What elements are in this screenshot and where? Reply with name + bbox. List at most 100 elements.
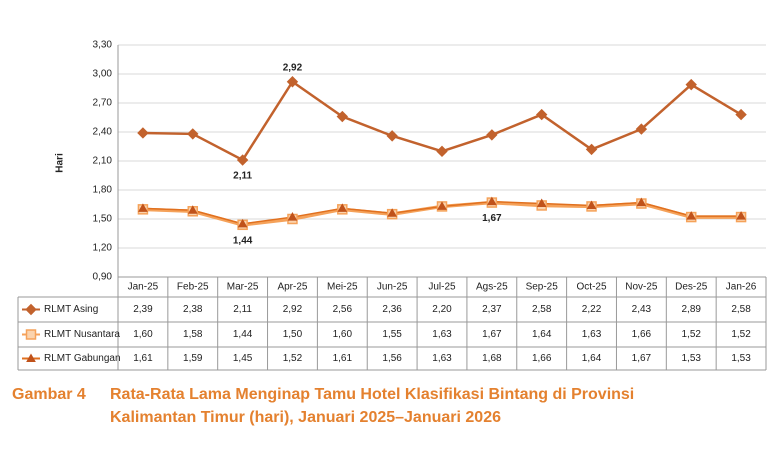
table-value: 1,64 [532, 329, 552, 340]
marker [286, 76, 299, 88]
x-tick-label: Nov-25 [625, 282, 658, 293]
table-value: 1,63 [432, 353, 452, 364]
marker [26, 353, 36, 362]
table-value: 1,52 [731, 329, 751, 340]
marker [536, 198, 547, 208]
table-value: 1,61 [133, 353, 153, 364]
x-tick-label: Jul-25 [428, 282, 456, 293]
x-tick-label: Oct-25 [577, 282, 607, 293]
marker [137, 127, 149, 139]
table-value: 2,92 [283, 304, 303, 315]
data-label: 2,92 [283, 62, 303, 73]
marker [685, 78, 697, 91]
table-value: 2,58 [532, 304, 552, 315]
marker [25, 329, 37, 340]
table-value: 2,38 [183, 304, 203, 315]
marker [336, 110, 349, 123]
table-value: 2,20 [432, 304, 452, 315]
x-tick-label: Feb-25 [177, 282, 209, 293]
data-label: 1,44 [233, 235, 253, 246]
marker [686, 211, 697, 220]
table-value: 1,66 [632, 329, 652, 340]
y-tick-label: 1,50 [93, 214, 113, 225]
marker [138, 203, 148, 212]
x-tick-label: Jun-25 [377, 282, 408, 293]
x-tick-label: Ags-25 [476, 282, 508, 293]
table-value: 2,36 [382, 304, 402, 315]
marker [236, 154, 249, 166]
table-value: 1,67 [482, 329, 502, 340]
figure-label: Gambar 4 [12, 386, 86, 403]
table-value: 1,64 [582, 353, 602, 364]
table-value: 1,63 [582, 329, 602, 340]
marker [586, 200, 597, 209]
table-value: 1,44 [233, 329, 253, 340]
marker [237, 218, 248, 228]
marker [635, 123, 648, 135]
marker [736, 211, 746, 220]
table-value: 1,53 [681, 353, 701, 364]
table-value: 1,60 [133, 329, 153, 340]
marker [535, 108, 548, 121]
marker [387, 208, 398, 217]
table-value: 2,58 [731, 304, 751, 315]
table-value: 1,66 [532, 353, 552, 364]
marker [187, 128, 199, 140]
table-value: 2,56 [333, 304, 353, 315]
marker [436, 145, 448, 158]
x-tick-label: Jan-26 [726, 282, 757, 293]
table-value: 1,68 [482, 353, 502, 364]
table-value: 1,58 [183, 329, 203, 340]
table-value: 2,43 [632, 304, 652, 315]
y-tick-label: 1,20 [93, 243, 113, 254]
table-value: 1,61 [333, 353, 353, 364]
table-value: 1,45 [233, 353, 253, 364]
y-tick-label: 1,80 [93, 185, 113, 196]
table-value: 1,53 [731, 353, 751, 364]
table-value: 1,63 [432, 329, 452, 340]
y-tick-label: 2,10 [93, 156, 113, 167]
marker [585, 143, 598, 156]
data-label: 2,11 [233, 171, 252, 182]
y-tick-label: 3,00 [93, 69, 113, 80]
marker [25, 303, 37, 316]
y-tick-label: 2,70 [93, 98, 113, 109]
chart-title: Rata-Rata Lama Menginap Tamu Hotel Klasi… [110, 386, 634, 403]
x-tick-label: Sep-25 [526, 282, 559, 293]
table-value: 1,52 [283, 353, 303, 364]
table-value: 1,60 [333, 329, 353, 340]
marker [636, 197, 647, 207]
x-tick-label: Apr-25 [277, 282, 307, 293]
x-tick-label: Mei-25 [327, 282, 358, 293]
marker [337, 203, 348, 212]
marker [187, 205, 198, 214]
legend-label: RLMT Asing [44, 304, 98, 315]
x-tick-label: Des-25 [675, 282, 708, 293]
marker [486, 196, 497, 206]
chart-title: Kalimantan Timur (hari), Januari 2025–Ja… [110, 409, 501, 426]
table-value: 2,22 [582, 304, 602, 315]
table-value: 2,11 [233, 304, 252, 315]
legend-label: RLMT Gabungan [44, 353, 121, 364]
marker [437, 201, 447, 210]
marker [735, 108, 747, 121]
table-value: 1,59 [183, 353, 203, 364]
x-tick-label: Jan-25 [128, 282, 159, 293]
table-value: 1,50 [283, 329, 303, 340]
table-value: 2,39 [133, 304, 153, 315]
table-value: 1,55 [382, 329, 402, 340]
y-tick-label: 0,90 [93, 272, 113, 283]
legend-label: RLMT Nusantara [44, 329, 120, 340]
data-label: 1,67 [482, 213, 502, 224]
table-value: 2,89 [681, 304, 701, 315]
marker [287, 212, 298, 221]
y-axis-label: Hari [55, 153, 66, 173]
x-tick-label: Mar-25 [227, 282, 259, 293]
y-tick-label: 2,40 [93, 127, 113, 138]
y-tick-label: 3,30 [93, 40, 113, 51]
table-value: 1,52 [681, 329, 701, 340]
marker [386, 130, 398, 142]
table-value: 1,56 [382, 353, 402, 364]
marker [486, 129, 498, 141]
